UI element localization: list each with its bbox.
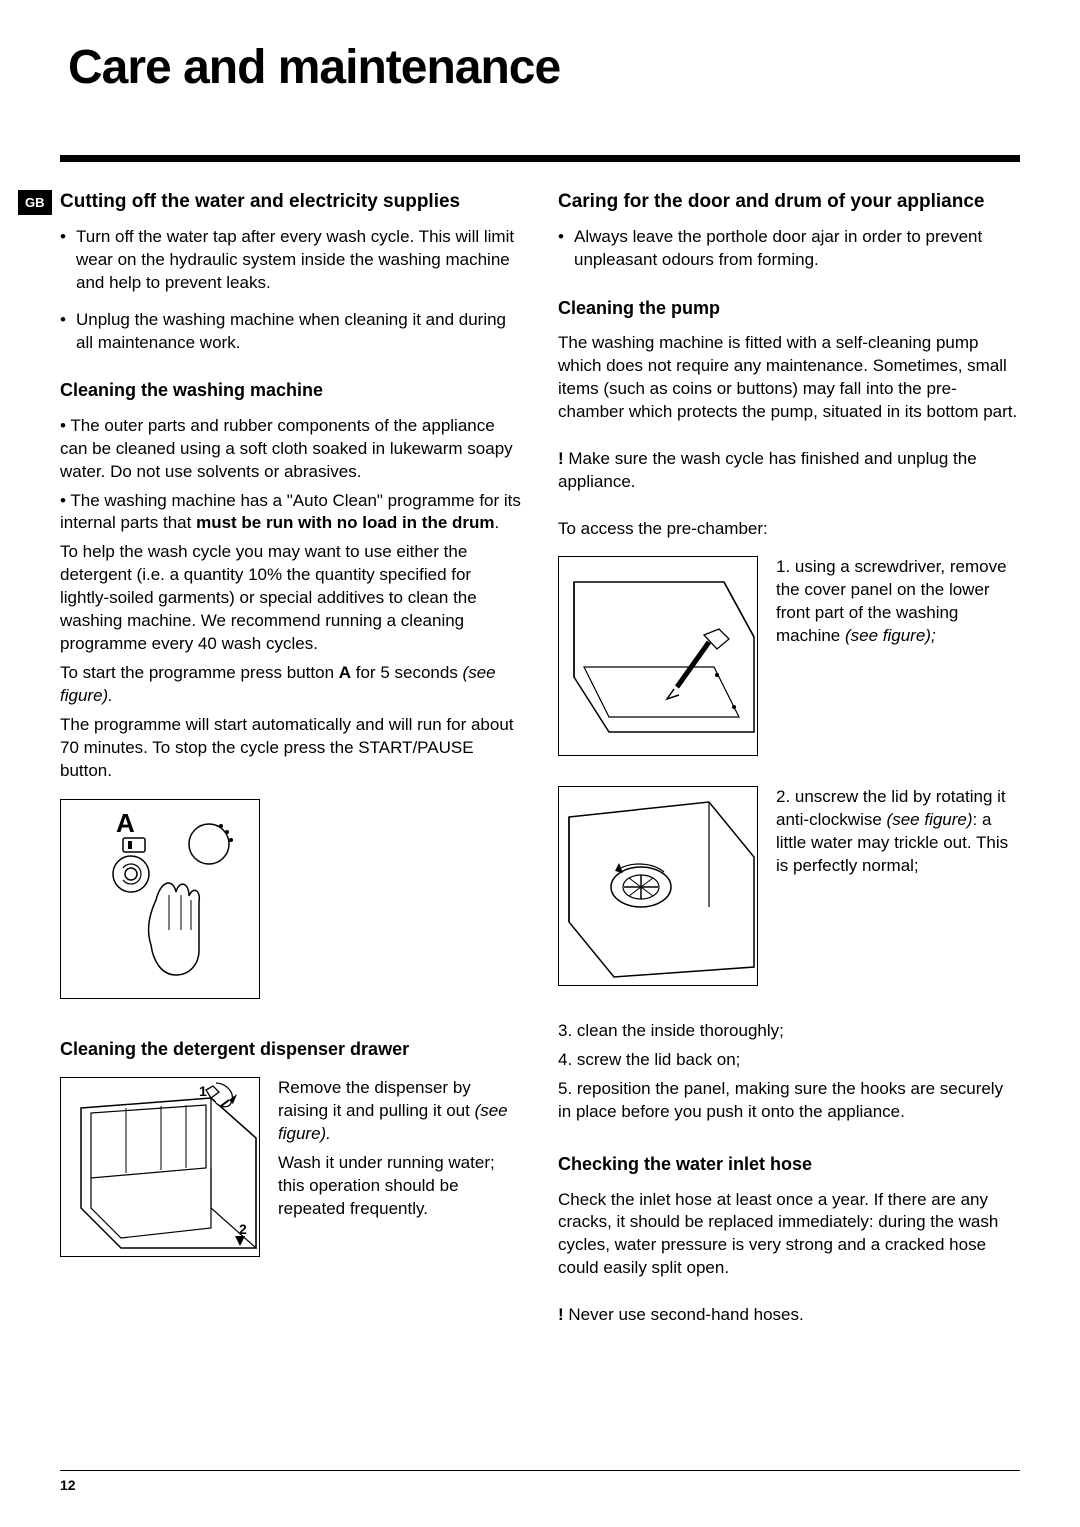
svg-text:2: 2 <box>239 1221 247 1237</box>
paragraph: To start the programme press button A fo… <box>60 662 522 708</box>
page-title: Care and maintenance <box>68 40 1020 95</box>
paragraph: Check the inlet hose at least once a yea… <box>558 1189 1020 1281</box>
screwdriver-figure-row: 1. using a screwdriver, remove the cover… <box>558 556 1020 756</box>
warning: ! Never use second-hand hoses. <box>558 1304 1020 1327</box>
paragraph: To help the wash cycle you may want to u… <box>60 541 522 656</box>
step2-text: 2. unscrew the lid by rotating it anti-c… <box>776 786 1020 986</box>
heading-cutting-off: Cutting off the water and electricity su… <box>60 190 522 214</box>
language-badge: GB <box>18 190 52 215</box>
paragraph: The washing machine is fitted with a sel… <box>558 332 1020 424</box>
footer-rule <box>60 1470 1020 1471</box>
heading-door-drum: Caring for the door and drum of your app… <box>558 190 1020 214</box>
heading-pump: Cleaning the pump <box>558 296 1020 320</box>
left-column: Cutting off the water and electricity su… <box>60 190 522 1333</box>
list-item: Unplug the washing machine when cleaning… <box>60 309 522 355</box>
figure-drawer: 1 2 <box>60 1077 260 1257</box>
heading-detergent-drawer: Cleaning the detergent dispenser drawer <box>60 1037 522 1061</box>
step: 4. screw the lid back on; <box>558 1049 1020 1072</box>
figure-unscrew-lid <box>558 786 758 986</box>
paragraph: • The washing machine has a "Auto Clean"… <box>60 490 522 536</box>
figure-label-a: A <box>116 808 135 838</box>
door-list: Always leave the porthole door ajar in o… <box>558 226 1020 272</box>
paragraph: The programme will start automatically a… <box>60 714 522 783</box>
paragraph: • The outer parts and rubber components … <box>60 415 522 484</box>
step: 3. clean the inside thoroughly; <box>558 1020 1020 1043</box>
divider-thick <box>60 155 1020 162</box>
drawer-text: Remove the dispenser by raising it and p… <box>278 1077 522 1257</box>
warning: ! Make sure the wash cycle has finished … <box>558 448 1020 494</box>
supplies-list: Turn off the water tap after every wash … <box>60 226 522 355</box>
heading-inlet-hose: Checking the water inlet hose <box>558 1152 1020 1176</box>
drawer-figure-row: 1 2 Remove the dispenser by raising it a… <box>60 1077 522 1257</box>
figure-cover-panel <box>558 556 758 756</box>
figure-button-a: A <box>60 799 260 999</box>
paragraph: To access the pre-chamber: <box>558 518 1020 541</box>
content-columns: Cutting off the water and electricity su… <box>60 190 1020 1333</box>
lid-figure-row: 2. unscrew the lid by rotating it anti-c… <box>558 786 1020 986</box>
page-number: 12 <box>60 1477 76 1493</box>
right-column: Caring for the door and drum of your app… <box>558 190 1020 1333</box>
list-item: Turn off the water tap after every wash … <box>60 226 522 295</box>
heading-cleaning-machine: Cleaning the washing machine <box>60 378 522 402</box>
step: 5. reposition the panel, making sure the… <box>558 1078 1020 1124</box>
list-item: Always leave the porthole door ajar in o… <box>558 226 1020 272</box>
svg-text:1: 1 <box>199 1083 207 1099</box>
step1-text: 1. using a screwdriver, remove the cover… <box>776 556 1020 756</box>
